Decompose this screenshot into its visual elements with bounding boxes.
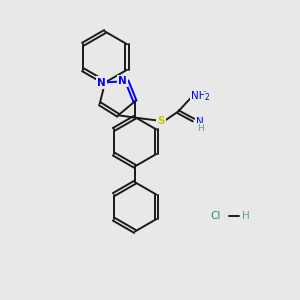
Text: H: H [197, 124, 203, 133]
Text: N: N [97, 77, 106, 88]
Text: N: N [196, 117, 204, 127]
Text: H: H [242, 211, 250, 221]
Text: Cl: Cl [211, 211, 221, 221]
Text: S: S [157, 116, 165, 126]
Text: 2: 2 [205, 93, 209, 102]
Text: N: N [118, 76, 127, 86]
Text: NH: NH [191, 91, 207, 101]
